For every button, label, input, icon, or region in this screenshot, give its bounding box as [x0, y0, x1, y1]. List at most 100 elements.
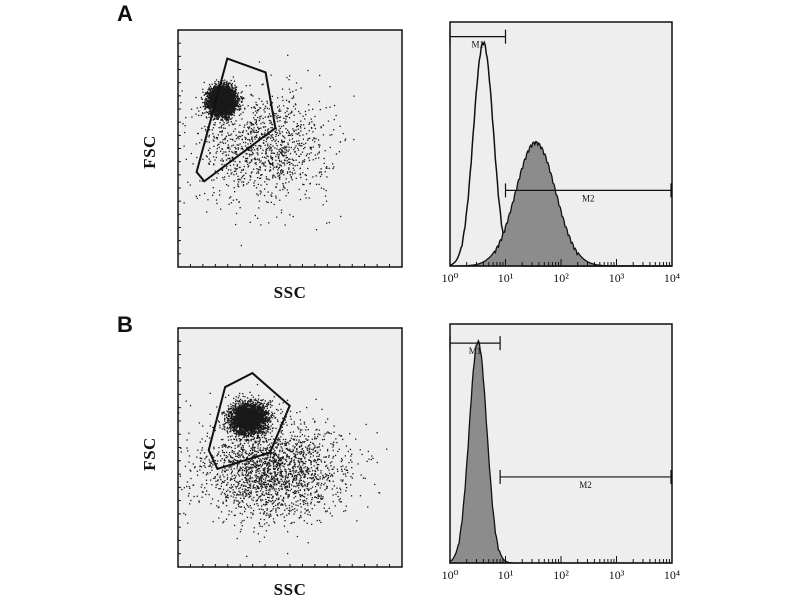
- scatter-a-event-dot: [220, 109, 222, 111]
- scatter-a-event-dot: [228, 175, 230, 177]
- scatter-a-event-dot: [276, 216, 278, 218]
- scatter-a-event-dot: [212, 156, 215, 158]
- scatter-a-event-dot: [297, 147, 299, 150]
- scatter-a-event-dot: [262, 121, 264, 124]
- scatter-a-event-dot: [266, 102, 269, 104]
- scatter-a-event-dot: [214, 82, 216, 85]
- scatter-a-event-dot: [230, 99, 232, 101]
- scatter-a-event-dot: [211, 97, 213, 100]
- scatter-a-event-dot: [238, 201, 240, 203]
- scatter-a-event-dot: [235, 148, 237, 150]
- scatter-a-event-dot: [215, 111, 217, 113]
- scatter-a-event-dot: [284, 164, 286, 166]
- scatter-a-event-dot: [287, 113, 290, 116]
- scatter-a-event-dot: [267, 136, 269, 139]
- scatter-a-event-dot: [233, 110, 235, 112]
- scatter-a-event-dot: [225, 85, 228, 87]
- scatter-a-event-dot: [233, 108, 235, 111]
- scatter-a-event-dot: [238, 178, 240, 180]
- scatter-a-event-dot: [213, 163, 215, 165]
- scatter-a-event-dot: [281, 149, 283, 151]
- scatter-a-event-dot: [220, 87, 222, 89]
- scatter-a-event-dot: [276, 132, 279, 134]
- scatter-a-event-dot: [249, 161, 252, 163]
- scatter-a-event-dot: [225, 95, 227, 97]
- scatter-a-event-dot: [210, 104, 212, 106]
- scatter-a-event-dot: [227, 89, 229, 91]
- scatter-a-event-dot: [209, 105, 212, 107]
- scatter-a-event-dot: [261, 163, 263, 165]
- scatter-a-event-dot: [227, 94, 229, 97]
- scatter-a-event-dot: [284, 187, 286, 189]
- scatter-a-event-dot: [326, 167, 328, 169]
- scatter-a-event-dot: [278, 159, 280, 161]
- scatter-a-event-dot: [230, 90, 233, 92]
- scatter-a-event-dot: [278, 154, 280, 156]
- scatter-a-event-dot: [303, 161, 305, 163]
- scatter-a-event-dot: [276, 173, 279, 175]
- scatter-a-event-dot: [232, 107, 235, 109]
- scatter-a-event-dot: [266, 183, 268, 185]
- scatter-a-event-dot: [290, 146, 292, 149]
- scatter-a-event-dot: [322, 204, 324, 206]
- scatter-a-event-dot: [257, 149, 259, 151]
- scatter-a-event-dot: [221, 115, 223, 117]
- scatter-a-event-dot: [268, 222, 270, 224]
- scatter-a-event-dot: [279, 173, 281, 175]
- scatter-a-event-dot: [256, 112, 258, 114]
- scatter-a-event-dot: [275, 135, 277, 138]
- scatter-a-event-dot: [256, 104, 259, 106]
- scatter-a-event-dot: [319, 74, 321, 77]
- scatter-a-event-dot: [231, 88, 233, 90]
- scatter-a-event-dot: [221, 107, 223, 109]
- scatter-a-event-dot: [229, 138, 232, 140]
- scatter-a-event-dot: [210, 111, 213, 113]
- scatter-a-event-dot: [219, 110, 221, 112]
- scatter-a-event-dot: [233, 130, 235, 133]
- scatter-a-event-dot: [232, 89, 234, 92]
- scatter-a-event-dot: [245, 172, 247, 174]
- scatter-a-event-dot: [227, 169, 230, 171]
- scatter-a-event-dot: [285, 115, 288, 117]
- scatter-a-event-dot: [221, 113, 224, 115]
- scatter-a-event-dot: [203, 81, 205, 84]
- scatter-a-event-dot: [208, 84, 211, 86]
- scatter-a-event-dot: [303, 159, 306, 161]
- scatter-a-event-dot: [234, 191, 236, 193]
- scatter-a-event-dot: [242, 148, 244, 151]
- scatter-a-event-dot: [333, 166, 335, 168]
- scatter-a-event-dot: [211, 101, 213, 103]
- scatter-a-event-dot: [319, 171, 321, 173]
- scatter-a-event-dot: [217, 110, 219, 113]
- scatter-a-event-dot: [232, 105, 234, 107]
- scatter-a-event-dot: [295, 129, 297, 131]
- scatter-a-event-dot: [222, 160, 224, 162]
- scatter-a-event-dot: [260, 147, 262, 149]
- scatter-a-event-dot: [224, 87, 226, 89]
- scatter-a-event-dot: [333, 129, 335, 131]
- scatter-a-event-dot: [226, 90, 229, 92]
- scatter-a-event-dot: [295, 82, 298, 84]
- scatter-a-event-dot: [213, 140, 215, 142]
- scatter-a-event-dot: [249, 140, 251, 142]
- scatter-a-event-dot: [251, 149, 253, 151]
- scatter-a-event-dot: [224, 97, 226, 99]
- scatter-a-event-dot: [217, 108, 219, 110]
- scatter-a-event-dot: [222, 82, 225, 84]
- scatter-a-event-dot: [255, 158, 257, 161]
- scatter-a-event-dot: [254, 107, 256, 109]
- scatter-a-event-dot: [233, 90, 235, 92]
- scatter-a-event-dot: [285, 115, 287, 117]
- scatter-a-event-dot: [325, 189, 327, 192]
- scatter-a-event-dot: [217, 99, 219, 102]
- scatter-a-event-dot: [298, 142, 301, 145]
- scatter-a-event-dot: [227, 102, 229, 104]
- scatter-a-event-dot: [226, 105, 228, 107]
- scatter-a-event-dot: [238, 186, 240, 188]
- scatter-a-event-dot: [249, 84, 251, 87]
- scatter-a-event-dot: [238, 109, 240, 111]
- scatter-a-event-dot: [214, 87, 216, 89]
- scatter-a-event-dot: [234, 87, 236, 90]
- scatter-a-event-dot: [239, 124, 241, 126]
- scatter-a-event-dot: [220, 150, 222, 152]
